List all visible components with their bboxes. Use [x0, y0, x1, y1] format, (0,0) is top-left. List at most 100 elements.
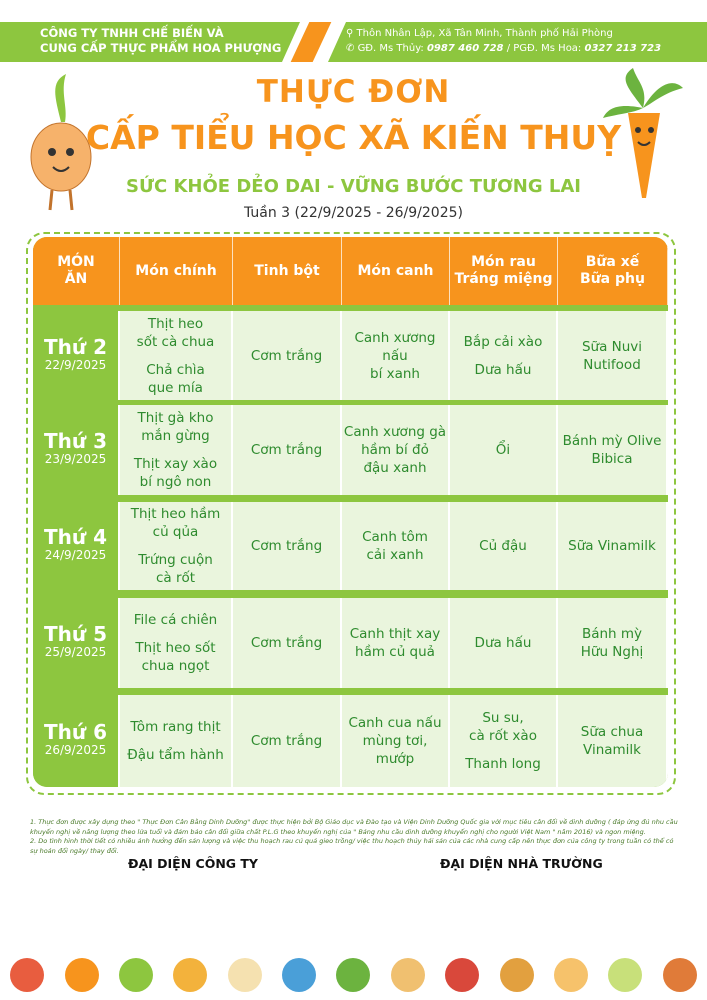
column-header: Tinh bột	[233, 237, 342, 305]
main-cell: Thịt gà kho mắn gừng Thịt xay xào bí ngô …	[120, 405, 233, 495]
snack-cell: Sữa chua Vinamilk	[558, 695, 668, 787]
table-row: Thứ 4 24/9/2025 Thịt heo hầm củ qủa Trứng c…	[33, 502, 668, 590]
fish-icon	[282, 958, 317, 992]
fruit-icon	[445, 958, 480, 992]
company-line-2: CUNG CẤP THỰC PHẨM HOA PHƯỢNG	[40, 41, 282, 55]
dish-item: Thịt heo sốt chua ngọt	[135, 640, 216, 674]
company-signature-label: ĐẠI DIỆN CÔNG TY	[128, 856, 258, 871]
veg-cell: Bắp cải xào Dưa hấu	[450, 311, 558, 400]
day-name: Thứ 4	[44, 525, 107, 549]
starch-cell: Cơm trắng	[233, 695, 342, 787]
dish-item: Thịt xay xào bí ngô non	[133, 456, 218, 490]
main-cell: Thịt heo hầm củ qủa Trứng cuộn cà rốt	[120, 502, 233, 590]
cake-slice-icon	[553, 958, 588, 992]
cookie-icon	[173, 958, 208, 992]
day-date: 25/9/2025	[44, 645, 107, 659]
location-pin-icon: ⚲	[346, 28, 357, 39]
dish-item: Thịt gà kho mắn gừng	[137, 410, 214, 444]
veg-cell: Su su, cà rốt xào Thanh long	[450, 695, 558, 787]
dish-item: Thanh long	[465, 756, 541, 772]
footnote-1: 1. Thực đơn được xây dựng theo " Thực Đơ…	[30, 818, 678, 836]
column-header: Món rau Tráng miệng	[450, 237, 558, 305]
footnotes: 1. Thực đơn được xây dựng theo " Thực Đơ…	[30, 818, 680, 856]
table-row: Thứ 6 26/9/2025 Tôm rang thịt Đậu tẩm hành C…	[33, 695, 668, 787]
main-cell: Tôm rang thịt Đậu tẩm hành	[120, 695, 233, 787]
dish-item: Chả chìa que mía	[146, 361, 205, 396]
dish-item: File cá chiên	[133, 612, 218, 628]
school-signature-label: ĐẠI DIỆN NHÀ TRƯỜNG	[440, 856, 603, 871]
dish-item: Cơm trắng	[250, 538, 323, 554]
onion-mascot-icon	[30, 74, 92, 211]
column-header: Bữa xế Bữa phụ	[558, 237, 668, 305]
header-banner: CÔNG TY TNHH CHẾ BIẾN VÀ CUNG CẤP THỰC P…	[0, 22, 707, 62]
dish-item: Cơm trắng	[250, 635, 323, 651]
dish-item: Ổi	[495, 442, 511, 458]
dish-item: Thịt heo sốt cà chua	[136, 315, 215, 350]
deputy-label: PGĐ. Ms Hoa:	[513, 43, 582, 54]
day-cell: Thứ 3 23/9/2025	[33, 405, 120, 495]
column-header: MÓN ĂN	[33, 237, 120, 305]
pear-icon	[64, 958, 99, 992]
day-cell: Thứ 2 22/9/2025	[33, 311, 120, 400]
dish-item: Bánh mỳ Olive Bibica	[562, 433, 662, 467]
table-row: Thứ 2 22/9/2025 Thịt heo sốt cà chua Chả ch…	[33, 311, 668, 400]
table-header-row: MÓN ĂN Món chính Tinh bột Món canh Món rau T…	[33, 237, 668, 305]
dish-item: Canh cua nấu mùng tơi, mướp	[348, 715, 442, 767]
week-range: Tuần 3 (22/9/2025 - 26/9/2025)	[243, 205, 463, 221]
day-name: Thứ 5	[44, 622, 107, 646]
address: Thôn Nhân Lập, Xã Tân Minh, Thành phố Hả…	[356, 28, 613, 39]
starch-cell: Cơm trắng	[233, 502, 342, 590]
day-cell: Thứ 4 24/9/2025	[33, 502, 120, 590]
soup-cell: Canh tôm cải xanh	[342, 502, 450, 590]
vegetable-basket-icon	[10, 958, 45, 992]
dish-item: Cơm trắng	[250, 347, 323, 364]
dish-item: Canh tôm cải xanh	[362, 529, 428, 563]
menu-title: THỰC ĐƠN	[256, 74, 451, 110]
starch-cell: Cơm trắng	[233, 311, 342, 400]
vegetable-dish-icon	[336, 958, 371, 992]
dish-item: Canh thịt xay hầm củ quả	[349, 626, 441, 660]
dish-item: Cơm trắng	[250, 733, 323, 749]
chicken-leg-icon	[662, 958, 697, 992]
dish-item: Tôm rang thịt	[130, 719, 221, 735]
day-date: 23/9/2025	[44, 452, 107, 466]
dish-item: Dưa hấu	[474, 635, 532, 651]
contact-info: ⚲ Thôn Nhân Lập, Xã Tân Minh, Thành phố …	[328, 22, 707, 62]
dish-item: Cơm trắng	[250, 442, 323, 458]
dish-item: Su su, cà rốt xào	[469, 710, 537, 744]
director-label: GĐ. Ms Thủy:	[357, 43, 424, 54]
starch-cell: Cơm trắng	[233, 405, 342, 495]
starch-cell: Cơm trắng	[233, 598, 342, 688]
dish-item: Củ đậu	[479, 538, 527, 554]
menu-table: MÓN ĂN Món chính Tinh bột Món canh Món rau T…	[33, 237, 668, 787]
phone-icon: ✆	[346, 43, 358, 54]
soup-cell: Canh xương gà hầm bí đỏ đậu xanh	[342, 405, 450, 495]
dish-item: Đậu tẩm hành	[127, 747, 224, 763]
column-header: Món chính	[120, 237, 233, 305]
day-date: 24/9/2025	[44, 548, 107, 562]
dish-item: Trứng cuộn cà rốt	[138, 552, 213, 586]
soup-bowl-icon	[227, 958, 262, 992]
food-icon-strip	[0, 958, 707, 992]
separator: /	[506, 43, 511, 54]
soup-cell: Canh thịt xay hầm củ quả	[342, 598, 450, 688]
snack-cell: Sữa Nuvi Nutifood	[558, 311, 668, 400]
dish-item: Dưa hấu	[474, 361, 532, 378]
snack-cell: Sữa Vinamilk	[558, 502, 668, 590]
dish-item: Thịt heo hầm củ qủa	[130, 506, 221, 540]
veg-cell: Ổi	[450, 405, 558, 495]
dish-item: Sữa Nuvi Nutifood	[581, 338, 643, 373]
day-date: 22/9/2025	[44, 357, 107, 372]
veg-cell: Dưa hấu	[450, 598, 558, 688]
carrot-mascot-icon	[603, 68, 683, 198]
table-frame	[26, 232, 676, 795]
table-row: Thứ 3 23/9/2025 Thịt gà kho mắn gừng Thịt x…	[33, 405, 668, 495]
slogan: SỨC KHỎE DẺO DAI - VỮNG BƯỚC TƯƠNG LAI	[125, 176, 581, 197]
soup-cell: Canh cua nấu mùng tơi, mướp	[342, 695, 450, 787]
salad-plate-icon	[118, 958, 153, 992]
dish-item: Canh xương gà hầm bí đỏ đậu xanh	[343, 424, 447, 476]
dish-item: Sữa chua Vinamilk	[580, 724, 644, 758]
pizza-icon	[499, 958, 534, 992]
day-name: Thứ 2	[44, 334, 107, 359]
day-cell: Thứ 5 25/9/2025	[33, 598, 120, 688]
